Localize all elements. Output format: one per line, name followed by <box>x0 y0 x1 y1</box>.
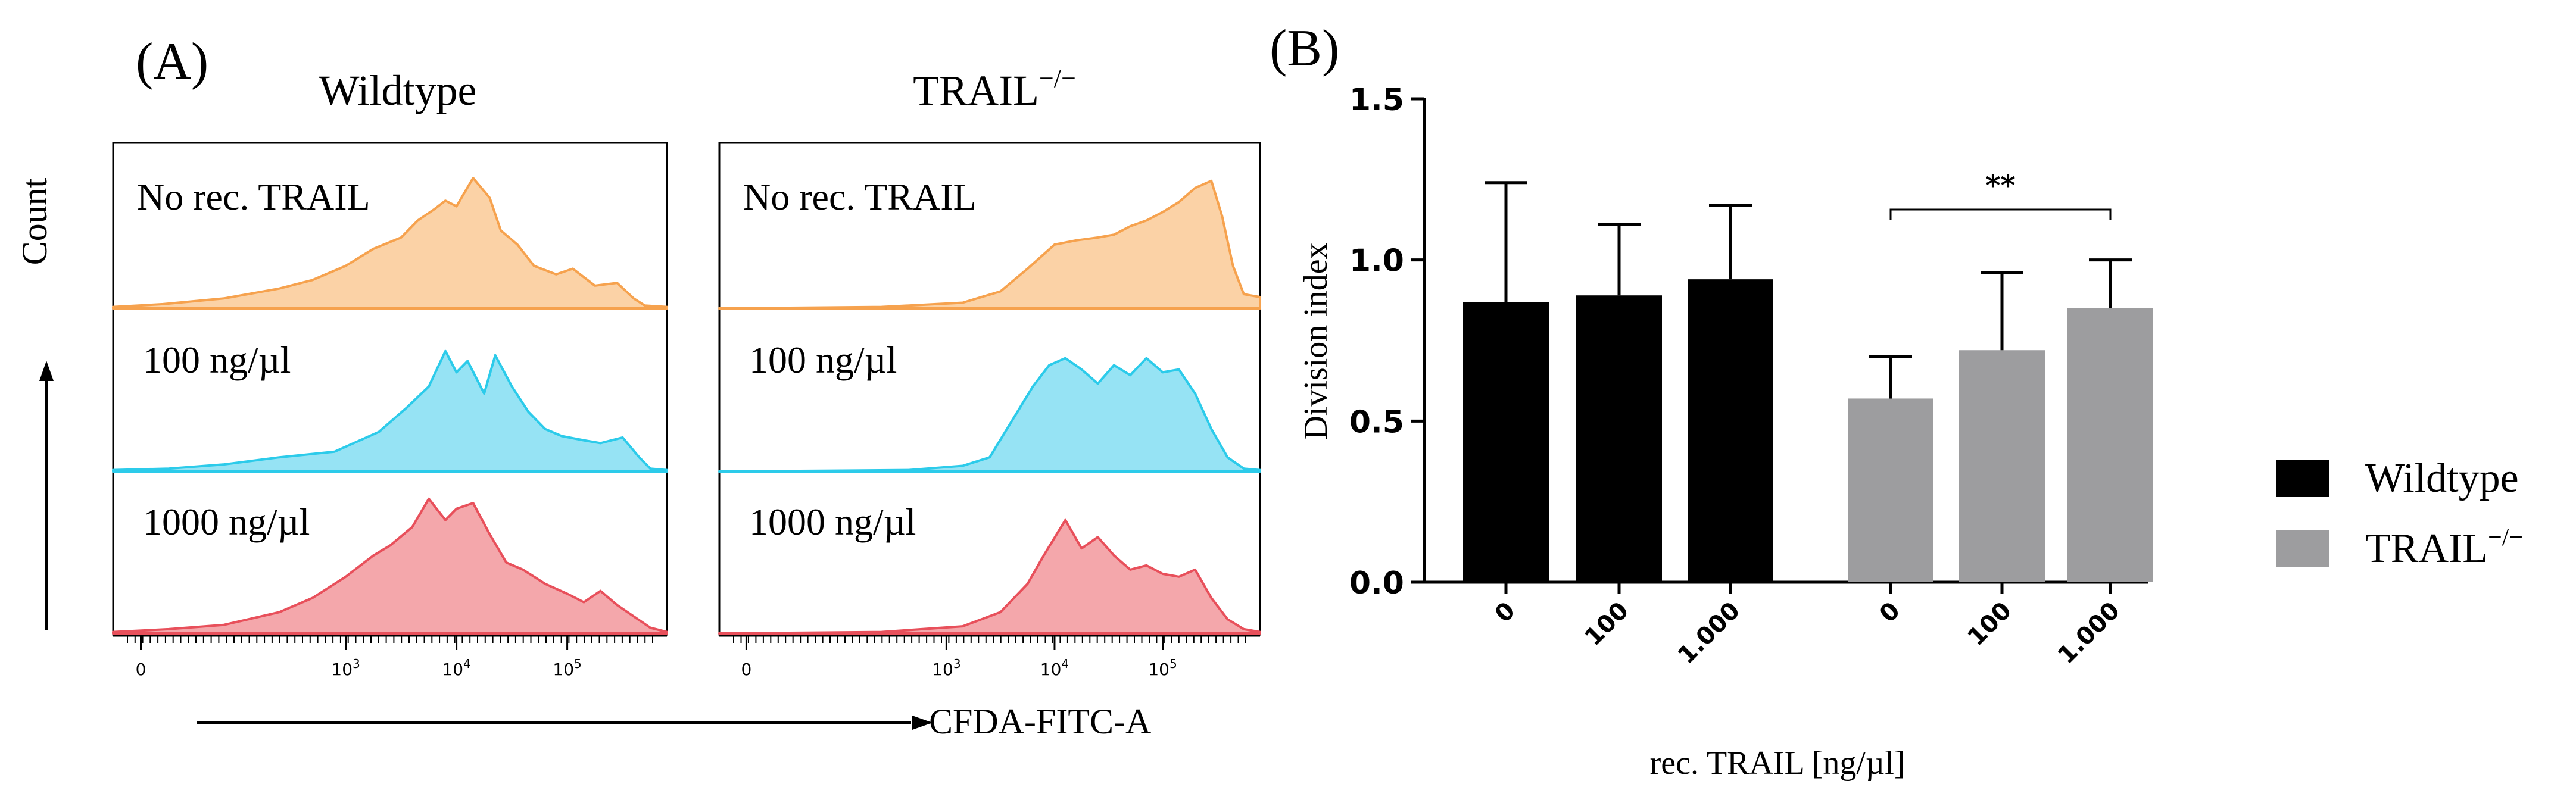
legend-swatch-wildtype <box>2276 460 2329 497</box>
y-tick-label: 0.5 <box>1349 404 1404 440</box>
bar <box>1576 295 1662 582</box>
group-title-trail-ko-text: TRAIL <box>913 67 1039 114</box>
y-tick-label: 1.5 <box>1349 82 1404 118</box>
histogram-1-1 <box>718 357 1261 473</box>
legend-label-trail-ko-sup: −/− <box>2488 524 2523 551</box>
histogram-0-1 <box>112 349 668 473</box>
histogram-tick-label: 105 <box>1148 657 1177 679</box>
x-axis-label-rec-trail: rec. TRAIL [ng/µl] <box>1650 745 1906 782</box>
y-arrow-head <box>39 361 54 381</box>
histogram-tick-label: 104 <box>442 657 470 679</box>
histogram-0-2 <box>112 497 668 635</box>
significance-bracket <box>1889 208 2112 220</box>
bar <box>1688 279 1773 582</box>
bar-chart: 0.0 0.5 1.0 1.5 0 100 1.000 0 100 1.000 ** <box>1349 82 2153 670</box>
histogram-tick-label: 105 <box>553 657 581 679</box>
histogram-tick-label: 0 <box>741 660 751 679</box>
histogram-row-label: 100 ng/µl <box>143 339 291 381</box>
histogram-row-label: No rec. TRAIL <box>743 176 977 218</box>
histogram-tick-label: 103 <box>331 657 360 679</box>
legend-swatch-trail-ko <box>2276 530 2329 567</box>
bar <box>2067 308 2153 582</box>
x-tick-label: 1.000 <box>2053 597 2125 670</box>
x-tick-label: 100 <box>1963 597 2017 652</box>
histogram-row-label: No rec. TRAIL <box>137 176 370 218</box>
x-tick-label: 0 <box>1875 597 1906 628</box>
x-tick-label: 0 <box>1490 597 1521 628</box>
x-tick-label: 100 <box>1580 597 1635 652</box>
histogram-row-label: 1000 ng/µl <box>143 501 310 543</box>
y-axis-label-count: Count <box>15 177 54 265</box>
histogram-tick-label: 103 <box>932 657 960 679</box>
histogram-1-2 <box>718 518 1261 635</box>
flow-histograms: No rec. TRAIL 100 ng/µl 1000 ng/µl 0 103 104 1… <box>112 142 1261 679</box>
y-tick-label: 1.0 <box>1349 243 1404 279</box>
bar <box>1959 350 2045 582</box>
histogram-row-label: 1000 ng/µl <box>749 501 916 543</box>
significance-label: ** <box>1985 169 2015 202</box>
panel-b-label: (B) <box>1270 20 1339 77</box>
legend-label-trail-ko-text: TRAIL <box>2365 526 2488 571</box>
x-axis-label-cfda: CFDA-FITC-A <box>929 702 1151 741</box>
histogram-tick-label: 0 <box>136 660 146 679</box>
group-title-trail-ko-sup: −/− <box>1039 64 1076 93</box>
histogram-tick-label: 104 <box>1040 657 1069 679</box>
group-title-trail-ko: TRAIL−/− <box>913 64 1076 114</box>
x-tick-label: 1.000 <box>1673 597 1745 670</box>
y-axis-label-division-index: Division index <box>1298 242 1334 439</box>
bar <box>1848 398 1933 582</box>
histogram-row-label: 100 ng/µl <box>749 339 897 381</box>
histogram-1-0 <box>718 179 1261 310</box>
histogram-0-0 <box>112 177 668 310</box>
bar <box>1463 302 1549 582</box>
legend-label-wildtype: Wildtype <box>2365 455 2519 501</box>
group-title-wildtype: Wildtype <box>319 67 476 114</box>
panel-a-label: (A) <box>136 33 208 90</box>
x-arrow-head <box>912 716 933 730</box>
legend-label-trail-ko: TRAIL−/− <box>2365 524 2523 571</box>
y-tick-label: 0.0 <box>1349 566 1404 601</box>
